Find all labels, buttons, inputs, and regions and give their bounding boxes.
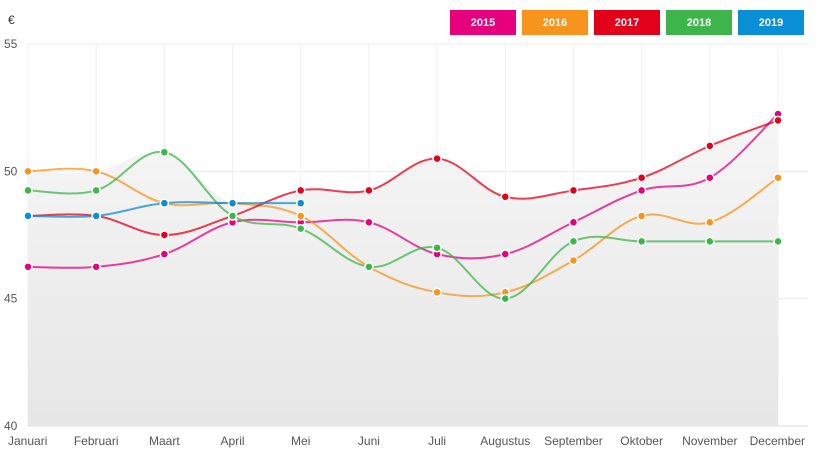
- legend-item-2018[interactable]: 2018: [666, 10, 732, 35]
- data-point-2017[interactable]: [295, 185, 306, 196]
- x-tick-label: Januari: [8, 434, 47, 448]
- data-point-2019[interactable]: [23, 211, 33, 221]
- data-point-2018[interactable]: [227, 211, 238, 221]
- shaded-area: [28, 114, 778, 427]
- data-point-2015[interactable]: [500, 249, 511, 259]
- data-point-2018[interactable]: [91, 185, 101, 196]
- data-point-2018[interactable]: [159, 147, 170, 157]
- data-point-2016[interactable]: [636, 211, 647, 221]
- data-point-2015[interactable]: [159, 249, 170, 259]
- data-point-2016[interactable]: [432, 287, 442, 298]
- data-point-2016[interactable]: [295, 211, 306, 221]
- data-point-2019[interactable]: [295, 198, 306, 208]
- legend-item-2015[interactable]: 2015: [450, 10, 516, 35]
- x-tick-label: Oktober: [620, 434, 663, 448]
- x-tick-label: Augustus: [480, 434, 530, 448]
- data-point-2017[interactable]: [705, 141, 715, 151]
- data-point-2015[interactable]: [364, 217, 374, 228]
- data-point-2016[interactable]: [23, 166, 33, 177]
- legend: 2015 2016 2017 2018 2019: [450, 10, 804, 35]
- data-point-2017[interactable]: [500, 192, 511, 202]
- data-point-2018[interactable]: [568, 236, 579, 247]
- series-line-2015: [27, 113, 779, 269]
- legend-item-2019[interactable]: 2019: [738, 10, 804, 35]
- data-point-2018[interactable]: [364, 262, 374, 272]
- data-point-2019[interactable]: [91, 211, 101, 221]
- data-point-2017[interactable]: [568, 185, 579, 196]
- x-tick-label: November: [682, 434, 737, 448]
- x-tick-label: Februari: [74, 434, 119, 448]
- data-point-2018[interactable]: [500, 293, 511, 304]
- x-tick-label: December: [750, 434, 805, 448]
- data-point-2015[interactable]: [568, 217, 579, 228]
- data-point-2016[interactable]: [91, 166, 101, 177]
- y-tick-label: 50: [4, 164, 18, 178]
- x-tick-label: September: [544, 434, 603, 448]
- x-tick-label: Maart: [149, 434, 180, 448]
- x-tick-label: April: [221, 434, 245, 448]
- data-point-2017[interactable]: [636, 172, 647, 183]
- x-axis: Januari Februari Maart April Mei Juni Juli Augu…: [8, 434, 805, 448]
- data-point-2017[interactable]: [364, 185, 374, 196]
- data-point-2018[interactable]: [23, 185, 33, 196]
- data-point-2017[interactable]: [159, 230, 170, 240]
- data-point-2019[interactable]: [227, 198, 238, 208]
- data-point-2017[interactable]: [773, 115, 783, 126]
- data-point-2018[interactable]: [295, 223, 306, 234]
- data-point-2017[interactable]: [432, 153, 442, 164]
- data-point-2016[interactable]: [773, 172, 783, 183]
- data-point-2015[interactable]: [91, 262, 101, 272]
- legend-item-2017[interactable]: 2017: [594, 10, 660, 35]
- data-point-2015[interactable]: [636, 185, 647, 196]
- area-fill: [28, 114, 778, 427]
- y-tick-label: 40: [4, 419, 18, 433]
- legend-item-2016[interactable]: 2016: [522, 10, 588, 35]
- data-point-2016[interactable]: [705, 217, 715, 228]
- data-point-2018[interactable]: [432, 242, 442, 253]
- x-tick-label: Juni: [358, 434, 380, 448]
- y-axis: 40 45 50 55: [4, 37, 18, 433]
- data-point-2018[interactable]: [773, 236, 783, 247]
- y-tick-label: 55: [4, 37, 18, 51]
- data-point-2016[interactable]: [568, 255, 579, 266]
- y-axis-unit-label: €: [8, 13, 15, 27]
- series-points: [23, 109, 783, 304]
- data-point-2015[interactable]: [705, 172, 715, 183]
- data-point-2018[interactable]: [705, 236, 715, 247]
- data-point-2019[interactable]: [159, 198, 170, 208]
- x-tick-label: Mei: [291, 434, 310, 448]
- data-point-2015[interactable]: [23, 262, 33, 272]
- y-tick-label: 45: [4, 292, 18, 306]
- x-tick-label: Juli: [428, 434, 446, 448]
- data-point-2018[interactable]: [636, 236, 647, 247]
